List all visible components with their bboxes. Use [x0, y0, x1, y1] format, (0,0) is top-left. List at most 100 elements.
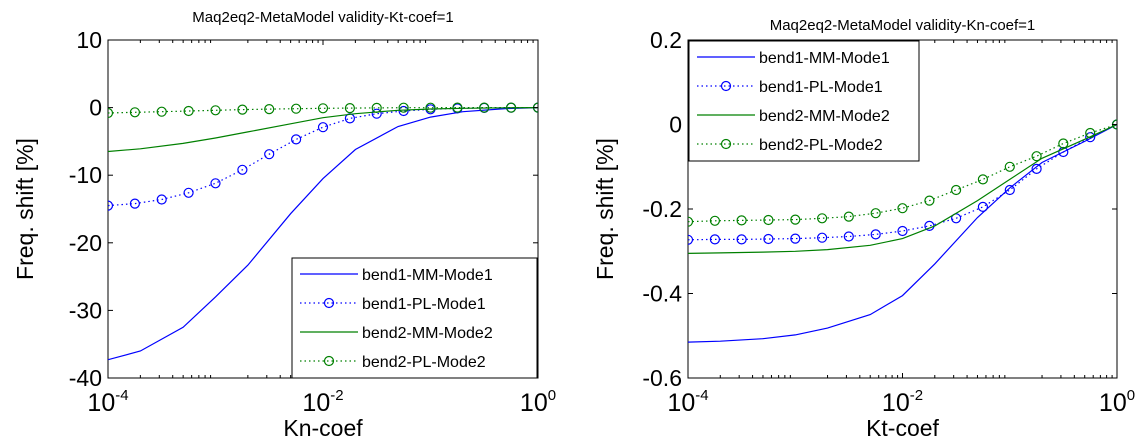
y-tick-label: -40: [69, 365, 102, 391]
x-axis-label: Kn-coef: [283, 415, 363, 441]
data-point-bend1-PL-Mode1: [816, 232, 828, 243]
legend-marker-bend1-PL-Mode1: [323, 297, 335, 309]
data-point-bend1-PL-Mode1: [1004, 184, 1015, 196]
data-point-bend1-PL-Mode1: [897, 225, 908, 237]
data-point-bend2-PL-Mode2: [709, 215, 721, 226]
series-line-bend1-PL-Mode1: [108, 107, 538, 207]
y-tick-label: -30: [69, 297, 102, 323]
legend: bend1-MM-Mode1 bend1-PL-Mode1 bend2-MM-Mod…: [291, 257, 538, 379]
y-tick-label: -10: [69, 162, 102, 188]
data-point-bend2-PL-Mode2: [950, 184, 962, 196]
data-point-bend1-PL-Mode1: [843, 231, 854, 242]
x-tick-label: 10-2: [302, 387, 343, 417]
data-point-bend2-PL-Mode2: [344, 102, 355, 114]
data-point-bend1-PL-Mode1: [210, 178, 221, 189]
legend-label: bend2-PL-Mode2: [362, 354, 486, 371]
data-point-bend2-PL-Mode2: [870, 208, 881, 219]
x-tick-base: 10: [882, 389, 910, 417]
data-point-bend2-PL-Mode2: [790, 214, 801, 225]
data-point-bend1-PL-Mode1: [398, 105, 409, 117]
data-point-bend2-PL-Mode2: [1004, 161, 1015, 172]
legend-marker-bend2-PL-Mode2: [323, 355, 335, 367]
data-point-bend1-PL-Mode1: [317, 122, 329, 133]
data-point-bend2-PL-Mode2: [1085, 127, 1096, 139]
data-point-bend2-PL-Mode2: [816, 213, 828, 224]
y-tick-label: 0.2: [650, 27, 682, 53]
data-point-bend1-PL-Mode1: [371, 108, 382, 119]
chart-title: Maq2eq2-MetaModel validity-Kn-coef=1: [770, 17, 1036, 34]
data-point-bend2-PL-Mode2: [108, 107, 114, 119]
data-point-bend2-PL-Mode2: [264, 103, 275, 115]
legend-label: bend1-MM-Mode1: [362, 267, 493, 284]
y-tick-label: -0.6: [642, 365, 682, 391]
data-point-bend1-PL-Mode1: [291, 134, 302, 145]
data-point-bend2-PL-Mode2: [183, 105, 194, 117]
x-axis-label: Kt-coef: [866, 415, 939, 441]
x-tick-base: 10: [1099, 389, 1127, 417]
data-point-bend1-PL-Mode1: [1031, 163, 1042, 174]
series-group: [108, 102, 538, 361]
legend-label: bend1-MM-Mode1: [759, 50, 890, 67]
legend-marker-bend2-PL-Mode2: [720, 138, 732, 150]
data-point-bend1-PL-Mode1: [736, 234, 747, 245]
data-point-bend2-PL-Mode2: [688, 216, 694, 227]
y-tick-label: 0: [669, 112, 682, 138]
legend-label: bend1-PL-Mode1: [759, 79, 883, 96]
data-point-bend1-PL-Mode1: [790, 233, 801, 244]
data-point-bend2-PL-Mode2: [897, 203, 908, 214]
data-point-bend1-PL-Mode1: [237, 164, 248, 175]
y-tick-label: -0.4: [642, 281, 682, 307]
y-tick-label: 10: [76, 27, 102, 53]
data-point-bend1-PL-Mode1: [264, 149, 275, 160]
data-point-bend1-PL-Mode1: [108, 200, 114, 211]
x-tick-exponent: -2: [330, 387, 343, 404]
x-tick-exponent: 0: [1127, 387, 1135, 404]
data-point-bend2-PL-Mode2: [317, 103, 329, 114]
x-tick-base: 10: [87, 389, 115, 417]
data-point-bend1-PL-Mode1: [977, 201, 989, 212]
x-tick-label: 10-4: [87, 387, 128, 417]
data-point-bend2-PL-Mode2: [237, 104, 248, 115]
y-tick-label: -0.2: [642, 196, 682, 222]
data-point-bend2-PL-Mode2: [210, 105, 221, 116]
legend-marker-bend1-PL-Mode1: [720, 80, 732, 92]
data-point-bend2-PL-Mode2: [425, 102, 436, 113]
data-point-bend2-PL-Mode2: [843, 211, 854, 222]
legend-label: bend1-PL-Mode1: [362, 296, 486, 313]
legend: bend1-MM-Mode1 bend1-PL-Mode1 bend2-MM-Mod…: [688, 40, 920, 162]
data-point-bend2-PL-Mode2: [763, 214, 774, 226]
data-point-bend2-PL-Mode2: [479, 102, 490, 113]
data-point-bend2-PL-Mode2: [977, 174, 989, 185]
data-point-bend1-PL-Mode1: [129, 198, 140, 209]
y-axis-label: Freq. shift [%]: [12, 138, 38, 280]
x-tick-label: 10-4: [667, 387, 708, 417]
legend-box: [688, 40, 920, 162]
data-point-bend2-PL-Mode2: [1058, 138, 1069, 149]
x-tick-exponent: -2: [910, 387, 923, 404]
chart-title: Maq2eq2-MetaModel validity-Kt-coef=1: [192, 9, 453, 26]
data-point-bend2-PL-Mode2: [736, 215, 747, 226]
y-axis-label: Freq. shift [%]: [592, 138, 618, 280]
legend-label: bend2-MM-Mode2: [759, 108, 890, 125]
x-tick-base: 10: [520, 389, 548, 417]
data-point-bend1-PL-Mode1: [156, 194, 167, 205]
data-point-bend2-PL-Mode2: [371, 102, 382, 114]
series-line-bend1-MM-Mode1: [108, 107, 538, 361]
data-point-bend2-PL-Mode2: [398, 102, 409, 113]
data-point-bend2-PL-Mode2: [924, 195, 935, 206]
legend-label: bend2-MM-Mode2: [362, 325, 493, 342]
data-point-bend1-PL-Mode1: [870, 229, 881, 240]
data-point-bend2-PL-Mode2: [452, 102, 463, 113]
x-tick-label: 10-2: [882, 387, 923, 417]
data-point-bend2-PL-Mode2: [291, 103, 302, 114]
y-tick-label: -20: [69, 230, 102, 256]
data-point-bend1-PL-Mode1: [709, 234, 721, 245]
series-line-bend2-PL-Mode2: [688, 123, 1117, 223]
x-tick-label: 100: [520, 387, 556, 417]
x-tick-exponent: -4: [115, 387, 128, 404]
x-tick-exponent: 0: [548, 387, 556, 404]
y-tick-label: 0: [89, 95, 102, 121]
data-point-bend1-PL-Mode1: [183, 187, 194, 198]
x-tick-base: 10: [667, 389, 695, 417]
